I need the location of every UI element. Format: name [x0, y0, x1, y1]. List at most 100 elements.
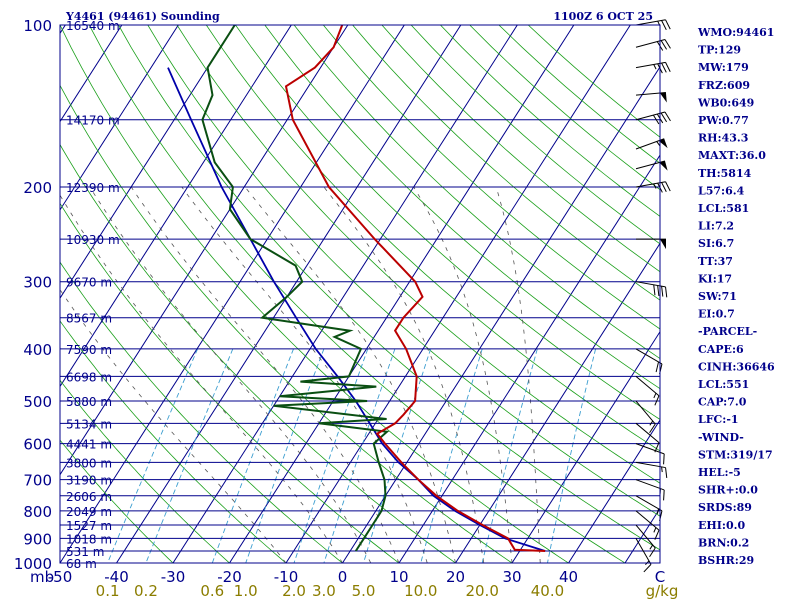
wind-barb — [635, 138, 668, 150]
height-level-label: 8567 m — [66, 312, 112, 326]
isotherm-line — [511, 330, 660, 563]
chart-grid — [60, 25, 660, 563]
temperature-tick-label: 20 — [446, 568, 465, 586]
index-value: TH:5814 — [698, 167, 752, 180]
wind-barb — [635, 461, 668, 478]
dewpoint-trace — [201, 25, 390, 552]
wind-barb-half-flag — [653, 183, 657, 189]
wind-barb-flag — [661, 182, 667, 192]
wind-barb-shaft — [635, 443, 665, 455]
wind-barb-shaft — [635, 281, 666, 288]
isotherm-line — [229, 25, 575, 563]
wind-barb-flag — [665, 19, 671, 30]
height-level-label: 3800 m — [66, 456, 112, 470]
mixing-ratio-line — [363, 348, 432, 563]
wind-barb-flag — [661, 286, 664, 297]
wind-barb — [636, 238, 666, 250]
index-value: SW:71 — [698, 290, 737, 303]
wind-barb — [635, 538, 652, 573]
mixing-ratio-tick-label: 0.6 — [200, 582, 224, 600]
index-value: SHR+:0.0 — [698, 484, 758, 497]
temperature-tick-label: 30 — [502, 568, 521, 586]
pressure-tick-label: 400 — [23, 341, 52, 359]
isotherm-line — [455, 242, 660, 563]
mixing-ratio-line — [211, 348, 294, 563]
temperature-tick-label: -30 — [161, 568, 186, 586]
isotherm-line — [60, 25, 292, 388]
height-level-label: 10930 m — [66, 233, 120, 247]
index-value: MAXT:36.0 — [698, 149, 766, 162]
wind-barb-shaft — [635, 422, 660, 443]
height-level-label: 1018 m — [66, 532, 112, 546]
height-level-label: 16540 m — [66, 19, 120, 33]
index-value: -PARCEL- — [698, 325, 757, 338]
index-value: HEL:-5 — [698, 466, 741, 479]
pressure-tick-label: 500 — [23, 393, 52, 411]
isotherm-line — [60, 25, 236, 300]
index-value: CAP:7.0 — [698, 396, 747, 409]
wind-barb — [635, 92, 667, 103]
index-value: CINH:36646 — [698, 360, 775, 373]
temperature-axis-label: C — [655, 568, 665, 586]
wind-barb — [635, 400, 656, 434]
pressure-tick-label: 800 — [23, 503, 52, 521]
pressure-axis-label: mb — [30, 568, 54, 586]
index-value: EHI:0.0 — [698, 519, 745, 532]
wind-barb-shaft — [635, 61, 666, 69]
wind-barb-half-flag — [656, 508, 660, 514]
wind-barb-flag — [655, 361, 660, 373]
wind-barb-flag — [661, 62, 667, 73]
pressure-tick-label: 600 — [23, 436, 52, 454]
wind-barb-flag — [664, 111, 671, 122]
index-value: CAPE:6 — [698, 343, 744, 356]
wind-barb-half-flag — [653, 527, 657, 533]
isotherm-line — [172, 25, 518, 563]
index-value: KI:17 — [698, 272, 732, 285]
index-value: MW:179 — [698, 61, 749, 74]
wind-barb-flag — [663, 453, 665, 465]
wind-barb-flag — [649, 423, 656, 434]
wind-barb-flag — [665, 286, 668, 298]
index-value: LCL:581 — [698, 202, 749, 215]
wind-barb-shaft — [635, 19, 666, 26]
pressure-tick-label: 200 — [23, 179, 52, 197]
index-value: LFC:-1 — [698, 413, 739, 426]
wind-barb-flag — [664, 39, 671, 49]
wind-barb-pennant — [659, 92, 667, 103]
wind-barb-flag — [663, 489, 665, 501]
wind-barb — [635, 160, 668, 171]
index-value: STM:319/17 — [698, 448, 773, 461]
wind-barb-pennant — [659, 161, 668, 171]
wind-barb-shaft — [635, 138, 665, 150]
wind-barb — [635, 510, 660, 540]
mixing-ratio-line — [420, 348, 483, 563]
index-value: SRDS:89 — [698, 501, 752, 514]
mixing-ratio-tick-label: 5.0 — [352, 582, 376, 600]
pressure-tick-label: 700 — [23, 472, 52, 490]
index-value: PW:0.77 — [698, 114, 749, 127]
wind-barb-half-flag — [653, 64, 657, 70]
isotherm-line — [60, 25, 123, 123]
wind-barb-shaft — [635, 461, 666, 469]
wind-barb-flag — [660, 40, 668, 50]
height-level-label: 4441 m — [66, 438, 112, 452]
temperature-tick-label: 40 — [559, 568, 578, 586]
wind-barb — [635, 524, 656, 558]
wind-barb — [635, 443, 665, 465]
index-value: -WIND- — [698, 431, 744, 444]
height-level-label: 5134 m — [66, 417, 112, 431]
index-value: TP:129 — [698, 44, 741, 57]
isotherm-line — [398, 154, 660, 563]
wind-barb-shaft — [635, 181, 666, 188]
mixing-ratio-line — [107, 348, 199, 563]
wind-barbs — [635, 19, 671, 573]
mixing-ratio-tick-label: 40.0 — [531, 582, 564, 600]
pressure-tick-label: 1000 — [14, 555, 52, 573]
wind-barb-flag — [654, 395, 660, 406]
wind-barb — [635, 61, 671, 74]
wind-barb-flag — [643, 564, 652, 573]
moist-adiabat-line — [495, 186, 541, 563]
isotherm-line — [60, 25, 179, 211]
wind-barb-flag — [649, 547, 656, 558]
wind-barb-flag — [660, 112, 668, 123]
